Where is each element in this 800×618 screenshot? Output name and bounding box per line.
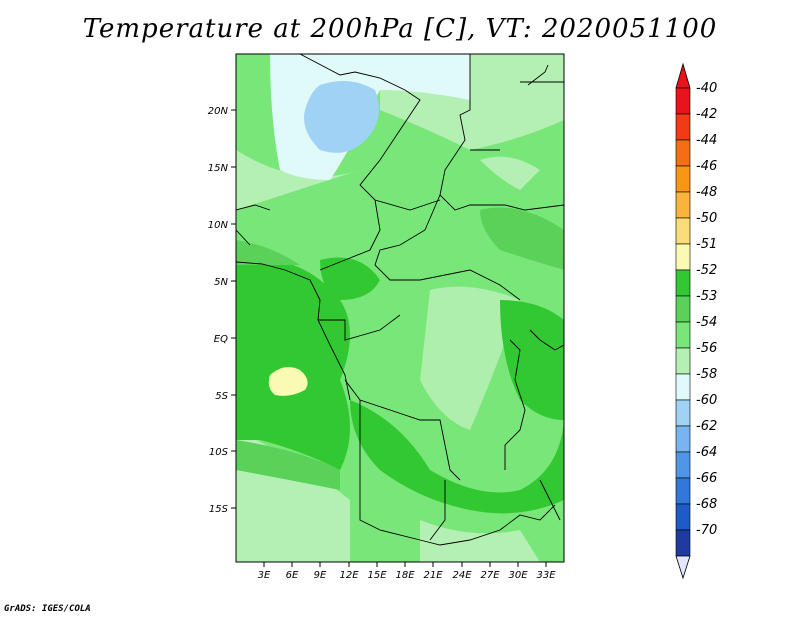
colorbar-swatch	[675, 451, 691, 479]
colorbar-swatch	[675, 529, 691, 557]
lat-label: 5S	[215, 391, 228, 402]
lon-label: 3E	[258, 570, 271, 581]
colorbar-label: -48	[696, 185, 717, 200]
colorbar-label: -50	[696, 211, 717, 226]
colorbar-swatch	[675, 477, 691, 505]
colorbar-swatch	[675, 503, 691, 531]
lon-label: 18E	[395, 570, 415, 581]
colorbar-label: -68	[696, 497, 717, 512]
lat-label: 20N	[208, 106, 229, 117]
colorbar-swatch	[675, 399, 691, 427]
colorbar-label: -62	[696, 419, 717, 434]
colorbar-swatch	[675, 191, 691, 219]
colorbar-label: -42	[696, 107, 717, 122]
colorbar-top-arrow	[675, 62, 691, 89]
colorbar-swatch	[675, 217, 691, 245]
lat-label: 5N	[214, 277, 228, 288]
colorbar-label: -70	[696, 523, 717, 538]
colorbar-swatch	[675, 113, 691, 141]
colorbar-label: -46	[696, 159, 717, 174]
latitude-axis: 20N 15N 10N 5N EQ 5S 10S 15S	[208, 106, 236, 515]
lon-label: 6E	[286, 570, 299, 581]
colorbar-legend: -40 -42 -44 -46 -48 -50 -51 -52 -53 -54 -56 -58 -60 -…	[675, 62, 717, 580]
colorbar-label: -52	[696, 263, 717, 278]
colorbar-swatch	[675, 139, 691, 167]
colorbar-label: -53	[696, 289, 717, 304]
lon-label: 27E	[480, 570, 500, 581]
lat-label: 10S	[209, 447, 229, 458]
colorbar-label: -58	[696, 367, 717, 382]
chart-title: Temperature at 200hPa [C], VT: 202005110…	[82, 14, 718, 44]
colorbar-swatch	[675, 321, 691, 349]
colorbar-swatch	[675, 373, 691, 401]
colorbar-label: -60	[696, 393, 717, 408]
colorbar-label: -66	[696, 471, 717, 486]
lon-label: 15E	[367, 570, 387, 581]
colorbar-label: -51	[696, 237, 717, 252]
colorbar-bottom-arrow	[675, 555, 691, 580]
lon-label: 9E	[314, 570, 327, 581]
lat-label: 10N	[208, 220, 229, 231]
country-borders	[236, 54, 564, 546]
colorbar-swatch	[675, 165, 691, 193]
lat-label: EQ	[214, 334, 228, 345]
colorbar-swatch	[675, 243, 691, 271]
colorbar-swatch	[675, 295, 691, 323]
colorbar-swatch	[675, 269, 691, 297]
longitude-axis: 3E 6E 9E 12E 15E 18E 21E 24E 27E 30E 33E	[258, 562, 556, 581]
colorbar-swatch	[675, 425, 691, 453]
colorbar-swatch	[675, 347, 691, 375]
colorbar-label: -54	[696, 315, 717, 330]
lon-label: 24E	[452, 570, 472, 581]
lon-label: 33E	[536, 570, 556, 581]
colorbar-swatch	[675, 87, 691, 115]
lon-label: 30E	[508, 570, 528, 581]
credit-text: GrADS: IGES/COLA	[4, 604, 91, 614]
lon-label: 12E	[339, 570, 359, 581]
colorbar-label: -40	[696, 81, 717, 96]
colorbar-label: -64	[696, 445, 717, 460]
lat-label: 15S	[209, 504, 229, 515]
lon-label: 21E	[423, 570, 443, 581]
colorbar-label: -44	[696, 133, 717, 148]
temperature-field	[236, 54, 564, 562]
colorbar-label: -56	[696, 341, 717, 356]
map-frame	[235, 53, 565, 563]
lat-label: 15N	[208, 163, 229, 174]
